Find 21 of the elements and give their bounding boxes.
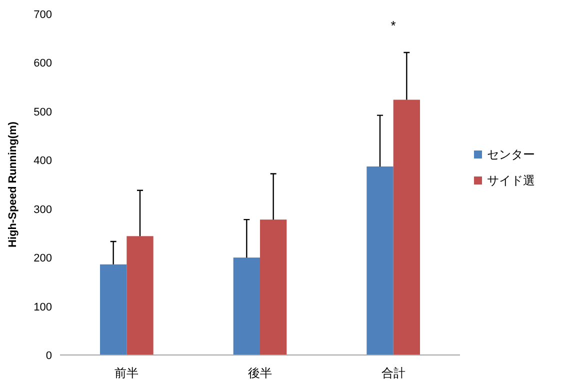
y-tick-label: 400 — [34, 155, 52, 168]
annotation: * — [390, 18, 396, 33]
y-tick-label: 300 — [34, 204, 52, 216]
x-tick-label: 合計 — [381, 366, 406, 380]
bar — [393, 100, 420, 355]
y-tick-label: 200 — [34, 252, 52, 265]
bar — [233, 258, 260, 355]
bar — [366, 166, 394, 355]
y-tick-label: 0 — [46, 350, 52, 362]
y-tick-label: 600 — [34, 58, 52, 70]
x-tick-label: 前半 — [114, 366, 139, 380]
y-tick-label: 100 — [34, 301, 52, 314]
bar — [100, 264, 127, 355]
legend-label: センター — [487, 148, 535, 162]
x-tick-label: 後半 — [248, 366, 272, 380]
y-axis-title: High-Speed Running(m) — [7, 121, 19, 248]
legend-label: サイド選 — [487, 174, 535, 188]
bar — [260, 220, 287, 355]
y-tick-label: 700 — [34, 9, 52, 21]
y-tick-label: 500 — [34, 106, 52, 118]
bar — [126, 236, 154, 355]
